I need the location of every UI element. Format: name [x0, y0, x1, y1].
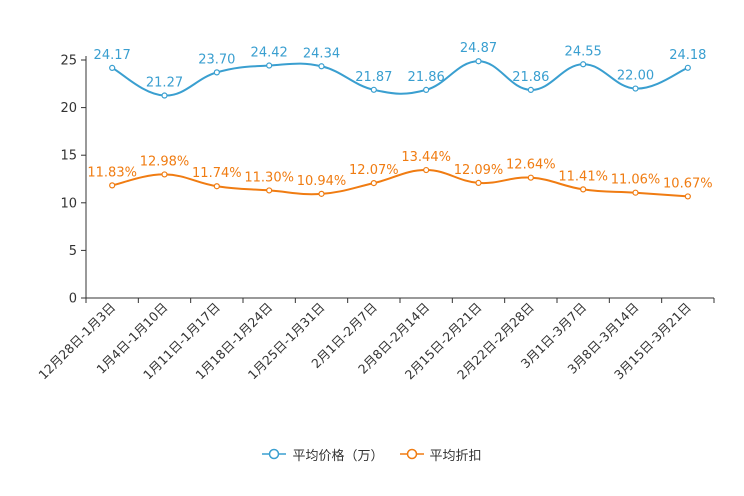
data-label: 24.87: [460, 41, 497, 56]
data-label: 22.00: [617, 69, 654, 84]
y-tick-label: 25: [60, 54, 77, 69]
legend-item-discount[interactable]: 平均折扣: [399, 445, 482, 464]
data-point: [161, 92, 168, 99]
data-point: [370, 179, 377, 187]
data-point: [423, 86, 430, 93]
data-point: [684, 193, 691, 200]
data-point: [266, 62, 273, 69]
legend-line-circle-icon: [399, 448, 424, 460]
data-label: 10.94%: [297, 174, 347, 189]
data-point: [370, 86, 377, 93]
data-label: 23.70: [198, 52, 235, 67]
legend: 平均价格（万） 平均折扣: [0, 444, 744, 464]
data-label: 11.83%: [87, 165, 137, 180]
y-tick-label: 0: [69, 292, 77, 307]
y-tick-label: 5: [69, 244, 77, 259]
data-point: [475, 58, 482, 65]
data-label: 21.27: [146, 76, 183, 91]
data-label: 12.07%: [349, 163, 399, 178]
data-label: 10.67%: [663, 176, 713, 191]
data-point: [580, 61, 587, 68]
data-point: [266, 187, 273, 194]
data-label: 13.44%: [401, 150, 451, 165]
y-tick-label: 10: [60, 196, 77, 211]
data-point: [161, 171, 168, 178]
data-point: [109, 64, 116, 72]
data-point: [213, 183, 220, 190]
data-label: 11.30%: [244, 170, 294, 185]
legend-item-price[interactable]: 平均价格（万）: [262, 445, 384, 464]
data-label: 12.09%: [454, 163, 504, 178]
data-label: 24.42: [251, 46, 288, 61]
data-label: 21.87: [355, 70, 392, 85]
legend-label-discount: 平均折扣: [429, 448, 482, 464]
data-label: 21.86: [512, 70, 549, 85]
data-point: [684, 64, 691, 71]
data-point: [109, 182, 116, 189]
data-label: 24.55: [565, 44, 602, 59]
data-label: 24.17: [94, 48, 131, 63]
data-point: [318, 190, 325, 197]
data-label: 11.74%: [192, 166, 242, 181]
legend-line-circle-icon: [262, 448, 287, 460]
legend-label-price: 平均价格（万）: [292, 448, 384, 464]
data-label: 21.86: [408, 70, 445, 85]
data-point: [318, 63, 325, 70]
data-point: [213, 69, 220, 76]
y-tick-label: 20: [60, 101, 77, 116]
y-tick-label: 15: [60, 149, 77, 164]
data-point: [632, 189, 639, 196]
data-point: [632, 85, 639, 92]
data-point: [527, 86, 534, 93]
data-label: 12.64%: [506, 158, 556, 173]
data-point: [580, 186, 587, 193]
data-label: 11.41%: [558, 169, 608, 184]
data-point: [423, 166, 430, 174]
data-point: [475, 179, 482, 187]
line-chart: 051015202512月28日-1月3日1月4日-1月10日1月11日-1月1…: [35, 41, 715, 382]
data-label: 24.18: [669, 48, 706, 63]
data-label: 11.06%: [611, 173, 661, 188]
data-label: 12.98%: [140, 154, 190, 169]
data-point: [527, 174, 534, 181]
data-label: 24.34: [303, 46, 340, 61]
series-line-discount: [111, 169, 688, 198]
